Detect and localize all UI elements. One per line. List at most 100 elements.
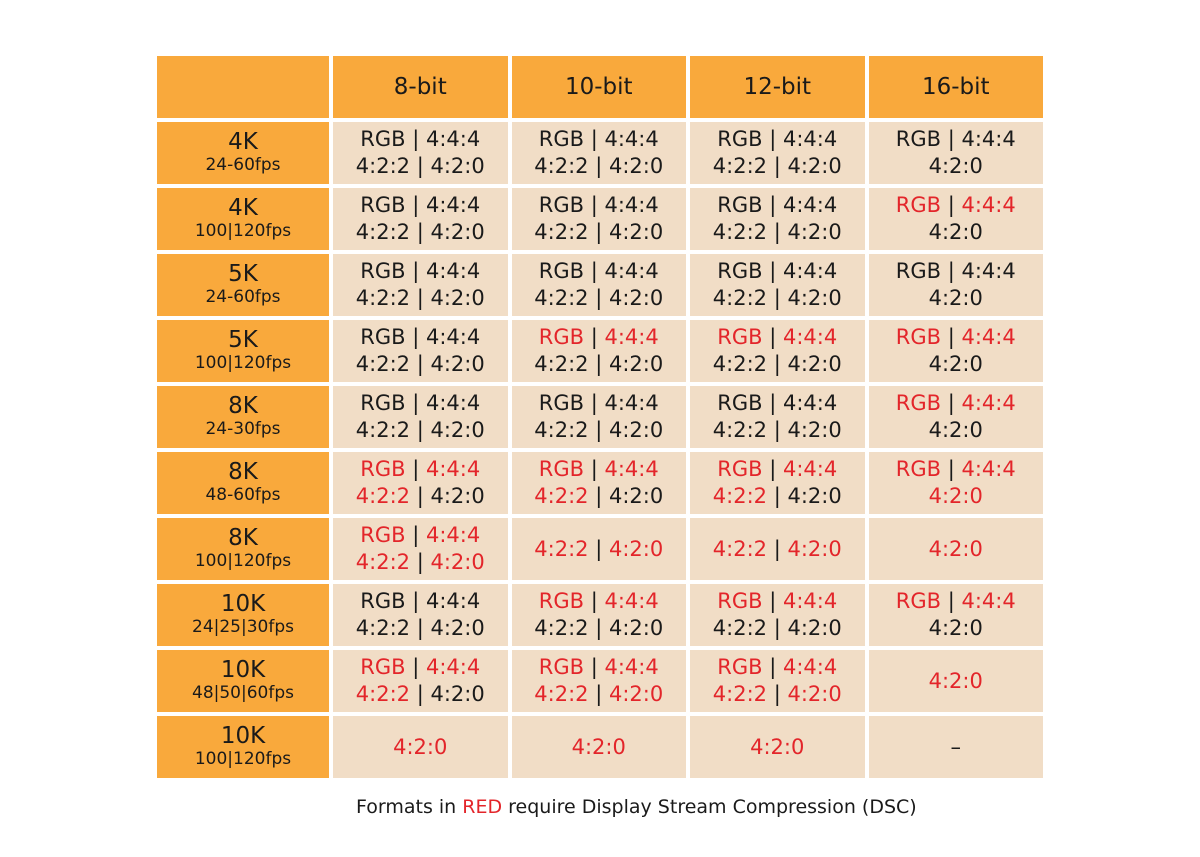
format-token: 4:4:4 — [961, 127, 1016, 151]
format-token: 4:4:4 — [425, 589, 481, 613]
format-token: – — [950, 734, 962, 759]
format-token-dsc: 4:4:4 — [961, 457, 1016, 481]
format-line: 4:2:0 — [869, 153, 1044, 180]
format-token-dsc: RGB — [895, 457, 942, 481]
format-line: RGB | 4:4:4 — [690, 192, 865, 219]
format-token-dsc: 4:4:4 — [782, 589, 838, 613]
resolution-label: 5K — [228, 261, 258, 287]
format-token: 4:2:0 — [430, 154, 485, 178]
format-token: | — [762, 457, 783, 481]
format-token: | — [767, 418, 788, 442]
format-line: 4:2:0 — [869, 615, 1044, 642]
format-line: 4:2:0 — [512, 734, 687, 761]
format-token: | — [405, 655, 426, 679]
format-line: 4:2:2 | 4:2:0 — [512, 681, 687, 708]
row-header: 5K 100|120fps — [157, 320, 329, 382]
format-line: RGB | 4:4:4 — [690, 588, 865, 615]
format-line: 4:2:0 — [869, 417, 1044, 444]
format-line: RGB | 4:4:4 — [333, 126, 508, 153]
format-token: RGB — [360, 259, 406, 283]
format-token: RGB — [538, 391, 585, 415]
format-cell: – — [868, 716, 1044, 778]
dsc-legend: Formats in RED require Display Stream Co… — [356, 796, 917, 818]
format-line: 4:2:0 — [869, 351, 1044, 378]
format-token: | — [762, 193, 783, 217]
table-row: 10K 24|25|30fps RGB | 4:4:4 4:2:2 | 4:2:0 RG… — [157, 584, 1043, 646]
format-line: – — [869, 734, 1044, 761]
format-token-dsc: 4:2:0 — [928, 484, 983, 508]
format-token-dsc: 4:4:4 — [782, 457, 838, 481]
format-cell: RGB | 4:4:4 4:2:2 | 4:2:0 — [690, 122, 865, 184]
format-token-dsc: 4:2:0 — [787, 536, 842, 561]
format-token: | — [410, 154, 431, 178]
format-token: 4:2:2 — [534, 352, 589, 376]
table-row: 8K 48-60fps RGB | 4:4:4 4:2:2 | 4:2:0 RGB | … — [157, 452, 1043, 514]
format-cell: RGB | 4:4:4 4:2:2 | 4:2:0 — [333, 386, 508, 448]
column-header-12bit: 12-bit — [690, 56, 865, 118]
format-cell: RGB | 4:4:4 4:2:0 — [868, 320, 1044, 382]
format-token: | — [584, 457, 605, 481]
format-token: 4:2:0 — [430, 484, 485, 508]
format-token: 4:2:2 — [712, 154, 768, 178]
format-cell: RGB | 4:4:4 4:2:0 — [868, 254, 1043, 316]
format-line: 4:2:2 | 4:2:0 — [333, 417, 508, 444]
format-cell: 4:2:0 — [868, 518, 1043, 580]
format-cell: RGB | 4:4:4 4:2:2 | 4:2:0 — [333, 320, 508, 382]
resolution-label: 4K — [228, 195, 258, 221]
format-token-dsc: RGB — [360, 523, 406, 547]
legend-red-word: RED — [462, 796, 503, 818]
format-token-dsc: RGB — [717, 589, 763, 613]
framerate-label: 100|120fps — [194, 551, 292, 571]
format-token: | — [410, 484, 431, 508]
format-cell: RGB | 4:4:4 4:2:2 | 4:2:0 — [333, 188, 508, 250]
format-token: | — [767, 154, 788, 178]
table-row: 5K 100|120fps RGB | 4:4:4 4:2:2 | 4:2:0 RGB … — [157, 320, 1043, 382]
format-cell: RGB | 4:4:4 4:2:2 | 4:2:0 — [511, 254, 686, 316]
format-token: | — [584, 655, 605, 679]
format-token: 4:2:2 — [712, 352, 768, 376]
format-token: RGB — [717, 193, 763, 217]
format-token: | — [410, 220, 431, 244]
format-token: 4:2:0 — [928, 418, 983, 442]
format-cell: 4:2:0 — [690, 716, 865, 778]
format-token: | — [941, 391, 962, 415]
format-token: | — [762, 655, 783, 679]
format-token: | — [941, 589, 962, 613]
format-token: | — [588, 484, 609, 508]
format-token: | — [767, 352, 788, 376]
format-token: | — [588, 352, 609, 376]
corner-cell — [157, 56, 329, 118]
format-token: | — [762, 127, 783, 151]
format-token: | — [767, 616, 788, 640]
format-token: | — [588, 154, 609, 178]
row-header: 10K 48|50|60fps — [157, 650, 329, 712]
format-cell: RGB | 4:4:4 4:2:2 | 4:2:0 — [333, 518, 508, 580]
format-line: 4:2:2 | 4:2:0 — [690, 417, 865, 444]
resolution-label: 4K — [228, 129, 258, 155]
format-token: 4:2:2 — [355, 286, 411, 310]
format-token: | — [405, 391, 426, 415]
column-header-8bit: 8-bit — [333, 56, 508, 118]
format-line: RGB | 4:4:4 — [333, 390, 508, 417]
format-token: 4:2:2 — [534, 286, 589, 310]
format-token: | — [410, 418, 431, 442]
format-token-dsc: 4:2:2 — [534, 682, 589, 706]
format-token-dsc: 4:2:2 — [534, 536, 589, 561]
framerate-label: 24|25|30fps — [192, 617, 294, 637]
format-token-dsc: 4:4:4 — [425, 523, 481, 547]
format-token: 4:2:0 — [430, 352, 485, 376]
format-line: RGB | 4:4:4 — [333, 588, 508, 615]
format-token: | — [762, 259, 783, 283]
format-line: 4:2:2 | 4:2:0 — [690, 483, 865, 510]
format-line: 4:2:2 | 4:2:0 — [333, 285, 508, 312]
format-line: RGB | 4:4:4 — [333, 456, 508, 483]
format-token: 4:2:0 — [928, 352, 983, 376]
column-header-10bit: 10-bit — [511, 56, 686, 118]
format-token: 4:2:0 — [787, 616, 842, 640]
format-token: 4:2:2 — [534, 220, 589, 244]
format-token: | — [762, 391, 783, 415]
row-header: 4K 100|120fps — [157, 188, 329, 250]
format-token: RGB — [717, 127, 763, 151]
row-header: 10K 24|25|30fps — [157, 584, 329, 646]
format-line: 4:2:0 — [333, 734, 508, 761]
